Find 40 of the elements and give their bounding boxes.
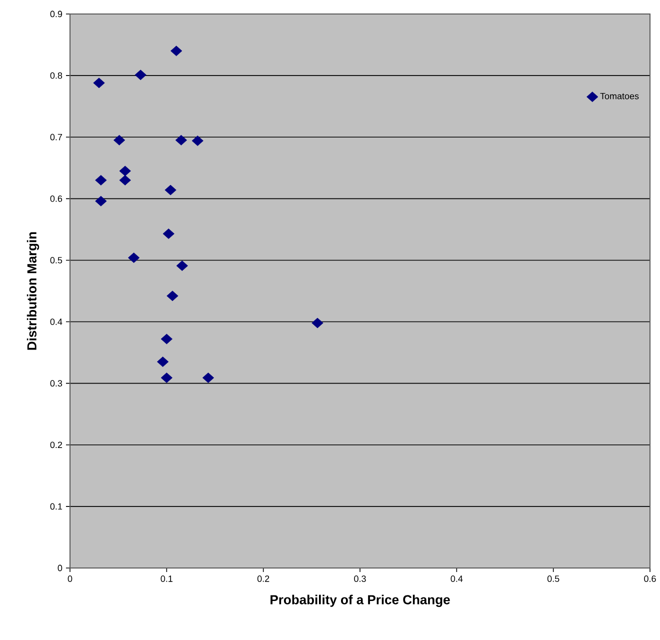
- point: [119, 166, 131, 176]
- point: [166, 290, 178, 302]
- y-tick-label: 0.2: [50, 442, 62, 448]
- y-tick-label: 0.8: [50, 72, 62, 79]
- point: [160, 334, 172, 344]
- point: [156, 356, 169, 367]
- x-tick-label: 0.3: [354, 576, 366, 582]
- x-tick-label: 0.5: [547, 576, 560, 582]
- point: [93, 78, 105, 88]
- y-tick-label: 0.1: [50, 503, 62, 510]
- y-tick-label: 0.5: [50, 257, 62, 264]
- point: [128, 252, 140, 263]
- point: [160, 372, 172, 383]
- y-tick-label: 0.4: [50, 318, 62, 325]
- point: [170, 46, 182, 56]
- x-axis-title: Probability of a Price Change: [270, 594, 450, 607]
- point: [162, 228, 174, 239]
- y-tick-label: 0.6: [50, 195, 62, 202]
- y-tick-label: 0.7: [50, 134, 62, 140]
- y-tick-label: 0: [58, 564, 62, 572]
- point: [312, 318, 324, 328]
- x-tick-label: 0: [68, 576, 72, 582]
- point: [95, 196, 107, 206]
- point: [95, 174, 107, 186]
- x-tick-label: 0.1: [160, 576, 172, 582]
- point: [113, 134, 126, 146]
- y-tick-label: 0.3: [50, 380, 62, 387]
- point: [164, 184, 176, 196]
- x-tick-label: 0.2: [257, 576, 270, 582]
- point: [176, 260, 188, 271]
- x-tick-label: 0.6: [644, 576, 656, 582]
- point: [134, 70, 146, 80]
- x-tick-label: 0.4: [450, 576, 463, 582]
- y-tick-label: 0.9: [50, 10, 62, 18]
- y-axis-title: Distribution Margin: [26, 232, 40, 350]
- point: [175, 134, 187, 146]
- point: [119, 174, 131, 186]
- point: [202, 372, 214, 383]
- point: [192, 136, 204, 146]
- legend-label: Tomatoes: [600, 92, 639, 100]
